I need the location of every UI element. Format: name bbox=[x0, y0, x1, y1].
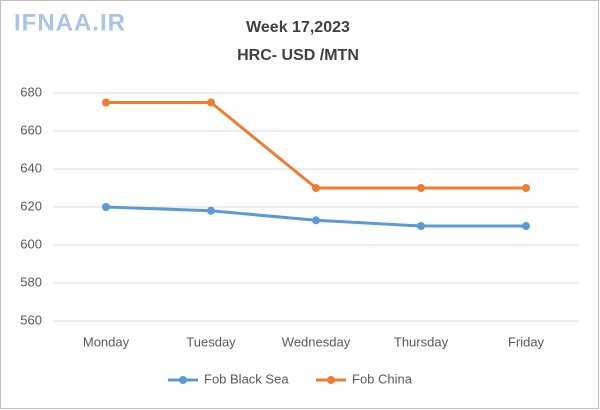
data-point bbox=[312, 184, 320, 192]
y-tick-label: 560 bbox=[20, 312, 42, 327]
watermark: IFNAA.IR bbox=[14, 9, 126, 36]
legend-label: Fob China bbox=[352, 371, 413, 386]
data-point bbox=[417, 184, 425, 192]
y-tick-label: 660 bbox=[20, 122, 42, 137]
data-point bbox=[207, 206, 215, 215]
legend-label: Fob Black Sea bbox=[204, 371, 289, 386]
data-point bbox=[102, 203, 110, 211]
y-tick-label: 620 bbox=[20, 198, 42, 213]
chart-subtitle: HRC- USD /MTN bbox=[237, 47, 359, 64]
x-tick-label: Wednesday bbox=[282, 334, 351, 349]
x-tick-label: Thursday bbox=[394, 334, 449, 349]
chart-title: Week 17,2023 bbox=[246, 19, 350, 36]
y-tick-label: 580 bbox=[20, 274, 42, 289]
y-tick-label: 640 bbox=[20, 160, 42, 175]
data-point bbox=[522, 222, 530, 230]
x-tick-label: Tuesday bbox=[186, 334, 236, 349]
legend-marker bbox=[327, 376, 335, 384]
data-point bbox=[417, 222, 425, 230]
x-tick-label: Friday bbox=[508, 334, 545, 349]
data-point bbox=[522, 184, 530, 192]
y-tick-label: 600 bbox=[20, 236, 42, 251]
data-point bbox=[102, 98, 110, 107]
y-tick-label: 680 bbox=[20, 84, 42, 99]
data-point bbox=[312, 216, 320, 225]
data-point bbox=[207, 98, 215, 107]
legend-marker bbox=[179, 376, 187, 384]
x-tick-label: Monday bbox=[83, 334, 130, 349]
